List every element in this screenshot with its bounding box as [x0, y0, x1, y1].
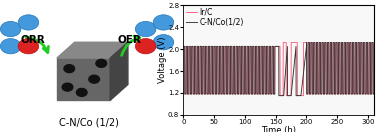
Text: OER: OER — [118, 35, 142, 45]
C-N/Co(1/2) — [304, 51, 308, 53]
Ir/C — [229, 46, 233, 47]
Circle shape — [96, 59, 107, 67]
C-N/Co(1/2) — [229, 46, 233, 47]
Text: ORR: ORR — [20, 35, 45, 45]
Ir/C — [278, 95, 282, 96]
Circle shape — [0, 21, 21, 37]
Circle shape — [64, 65, 74, 73]
Circle shape — [153, 35, 174, 50]
Circle shape — [0, 39, 21, 54]
Circle shape — [153, 15, 174, 30]
Circle shape — [18, 15, 39, 30]
Circle shape — [135, 39, 156, 54]
Polygon shape — [57, 42, 128, 58]
Ir/C — [318, 42, 322, 43]
Circle shape — [18, 39, 39, 54]
Line: C-N/Co(1/2): C-N/Co(1/2) — [183, 43, 374, 96]
Text: C-N/Co (1/2): C-N/Co (1/2) — [59, 118, 119, 128]
Ir/C — [281, 42, 285, 43]
Circle shape — [135, 21, 156, 37]
C-N/Co(1/2) — [277, 95, 281, 96]
C-N/Co(1/2) — [181, 46, 186, 47]
C-N/Co(1/2) — [372, 93, 376, 95]
C-N/Co(1/2) — [296, 95, 301, 96]
X-axis label: Time (h): Time (h) — [261, 126, 296, 132]
C-N/Co(1/2) — [271, 93, 276, 95]
Ir/C — [271, 93, 276, 95]
Polygon shape — [57, 58, 110, 100]
C-N/Co(1/2) — [318, 42, 322, 43]
Ir/C — [296, 95, 301, 96]
Polygon shape — [110, 42, 128, 100]
Circle shape — [76, 88, 87, 96]
Circle shape — [62, 83, 73, 91]
Ir/C — [304, 42, 308, 43]
C-N/Co(1/2) — [304, 42, 309, 43]
Circle shape — [89, 75, 99, 83]
Y-axis label: Voltage (V): Voltage (V) — [158, 37, 167, 83]
Legend: Ir/C, C-N/Co(1/2): Ir/C, C-N/Co(1/2) — [185, 7, 245, 27]
Line: Ir/C: Ir/C — [183, 43, 374, 96]
C-N/Co(1/2) — [359, 42, 364, 43]
Ir/C — [181, 46, 186, 47]
Ir/C — [372, 93, 376, 95]
Ir/C — [359, 42, 364, 43]
